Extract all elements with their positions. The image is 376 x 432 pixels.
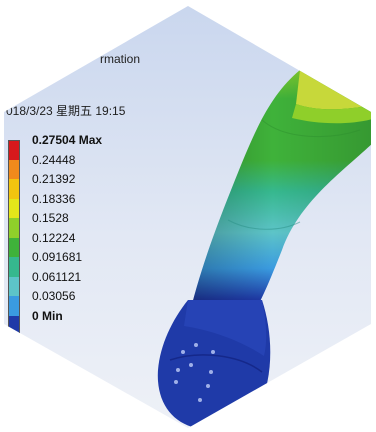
legend-swatch [8, 140, 20, 160]
legend-swatch [8, 315, 20, 335]
legend-swatch [8, 198, 20, 218]
legend-value-label: 0.24448 [32, 152, 76, 167]
legend-value-label: 0.27504 Max [32, 133, 103, 147]
legend-value-label: 0.061121 [32, 269, 82, 284]
legend-swatch [8, 179, 20, 199]
legend-value-label: 0.03056 [32, 289, 76, 303]
legend-value-label: 0 Min [32, 308, 63, 323]
legend-value-label: 0.1528 [32, 211, 69, 225]
deformed-band [188, 59, 371, 320]
part-head [157, 300, 271, 428]
legend-swatch [8, 257, 20, 277]
legend-swatch [8, 237, 20, 257]
legend-swatch [8, 218, 20, 238]
legend-value-label: 0.18336 [32, 191, 76, 206]
legend-swatch [8, 296, 20, 316]
legend-value-label: 0.091681 [32, 250, 83, 264]
result-type-label: rmation [100, 52, 141, 66]
legend-swatch [8, 159, 20, 179]
legend-value-label: 0.21392 [32, 172, 76, 186]
legend-swatch [8, 276, 20, 296]
result-date-time: 018/3/23 星期五 19:15 [6, 104, 126, 118]
legend-value-label: 0.12224 [32, 230, 76, 245]
